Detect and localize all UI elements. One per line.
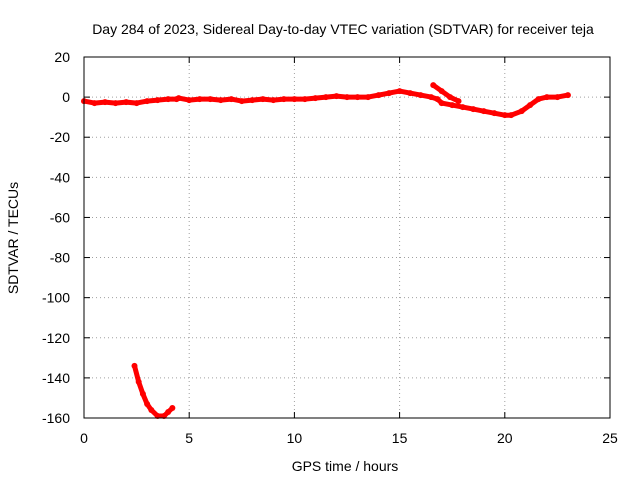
data-point [459,104,466,111]
data-point [217,97,224,104]
data-point [91,100,98,107]
x-tick-label: 20 [497,430,513,446]
data-point [438,100,445,107]
data-point [434,96,441,103]
data-point [480,108,487,115]
data-point [133,100,140,107]
data-point [280,96,287,103]
grid [84,57,610,418]
data-point [154,97,161,104]
data-point [518,108,525,115]
data-point [238,98,245,105]
x-tick-label: 0 [80,430,88,446]
data-point [365,94,372,101]
data-point [491,110,498,117]
data-point [186,97,193,104]
chart-title: Day 284 of 2023, Sidereal Day-to-day VTE… [92,21,594,37]
data-point [165,96,172,103]
data-point [407,90,414,97]
data-point [527,102,534,109]
data-point [447,94,454,101]
y-tick-label: -160 [42,410,70,426]
data-point [135,378,142,385]
data-point [428,94,435,101]
data-point [160,412,167,419]
data-point [102,99,109,106]
data-point [139,390,146,397]
y-tick-label: -80 [50,250,70,266]
data-point [112,100,119,107]
data-point [169,404,176,411]
data-point [430,82,437,89]
data-point [386,90,393,97]
y-tick-label: -40 [50,169,70,185]
data-point [291,96,298,103]
data-point [501,112,508,119]
data-point [175,95,182,102]
data-point [396,88,403,95]
data-point [154,412,161,419]
data-point [455,98,462,105]
data-point [417,92,424,99]
data-point [535,96,542,103]
y-tick-label: 0 [62,89,70,105]
data-point [354,94,361,101]
data-point [344,94,350,101]
y-tick-label: -60 [50,209,70,225]
data-point [449,102,456,109]
y-tick-label: -100 [42,290,70,306]
data-point [301,96,308,103]
data-point [131,362,138,369]
x-axis-label: GPS time / hours [292,458,399,474]
data-point [196,96,203,103]
data-point [249,97,256,104]
ticks: 0 5 10 15 20 25 20 0 -20 -40 -60 -80 -100 -120 -140 -16… [42,49,618,446]
data-point [333,93,340,100]
series-trace-spike [430,82,461,104]
data-point [259,96,266,103]
data-point [470,106,477,113]
data-series [81,82,571,419]
y-axis-label: SDTVAR / TECUs [5,182,21,294]
data-point [554,94,561,101]
data-point [312,95,319,102]
data-point [270,97,277,104]
data-point [144,98,151,105]
data-point [438,88,445,95]
data-point [123,99,130,106]
x-tick-label: 5 [185,430,193,446]
data-point [375,92,382,99]
x-tick-label: 25 [602,430,618,446]
data-point [144,400,151,407]
data-point [165,408,172,415]
x-tick-label: 15 [392,430,408,446]
data-point [228,96,235,103]
y-tick-label: -140 [42,370,70,386]
y-tick-label: -120 [42,330,70,346]
data-point [564,92,571,99]
data-point [322,94,329,101]
y-tick-label: -20 [50,129,70,145]
data-point [207,96,214,103]
x-tick-label: 10 [287,430,303,446]
y-tick-label: 20 [54,49,70,65]
data-point [543,94,550,101]
data-point [508,112,515,119]
data-point [148,406,155,413]
plot-frame [83,56,611,419]
